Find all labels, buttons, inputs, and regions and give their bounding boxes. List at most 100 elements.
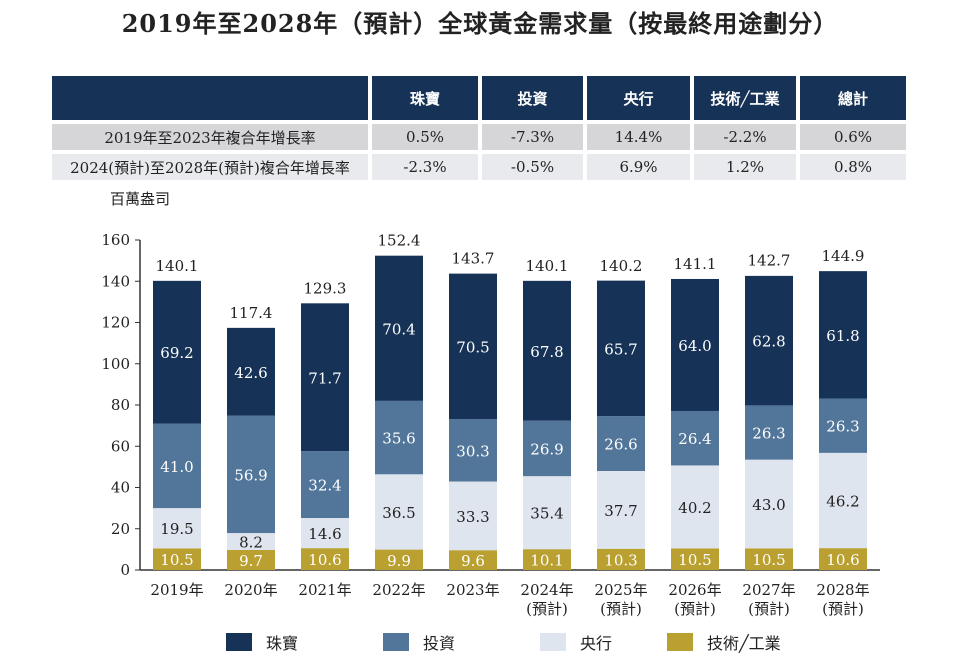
cell: -7.3% [482,124,583,150]
data-label: 19.5 [160,520,193,538]
bar-segment [375,400,423,475]
bar-segment [597,548,645,570]
data-label: 10.5 [752,551,785,569]
table-row: 2024(預計)至2028年(預計)複合年增長率 -2.3% -0.5% 6.9… [52,154,906,180]
x-tick-label: (預計) [674,600,716,618]
data-label: 71.7 [308,369,341,387]
bar-segment [671,548,719,570]
total-label: 129.3 [304,279,347,297]
total-label: 141.1 [674,255,717,273]
bar-segment [301,303,349,452]
bar-segment [227,415,275,534]
x-tick-label: (預計) [822,600,864,618]
data-label: 36.5 [382,504,415,522]
legend-label: 投資 [423,634,456,653]
data-label: 9.6 [461,552,485,570]
y-axis-unit: 百萬盎司 [110,190,171,208]
bar-segment [375,255,423,401]
x-tick-label: 2026年 [668,581,721,599]
legend-label: 技術╱工業 [707,634,781,653]
cell: 6.9% [587,154,690,180]
data-label: 8.2 [239,534,263,552]
legend-label: 央行 [580,634,613,653]
x-tick-label: 2024年 [520,581,573,599]
legend-swatch [540,633,566,651]
bar-segment [523,420,571,477]
data-label: 10.3 [604,551,637,569]
data-label: 69.2 [160,344,193,362]
data-label: 10.5 [160,551,193,569]
bar-segment [597,280,645,417]
x-tick-label: 2019年 [150,581,203,599]
bar-segment [153,280,201,424]
table-header: 珠寶 [372,76,478,120]
cell: -2.2% [694,124,796,150]
data-label: 14.6 [308,525,341,543]
legend-swatch [667,633,693,651]
table-header: 總計 [800,76,906,120]
y-tick-label: 0 [120,561,130,579]
y-tick-label: 60 [111,437,130,455]
y-tick-label: 40 [111,479,130,497]
bar-segment [671,465,719,549]
bar-segment [227,549,275,570]
data-label: 9.7 [239,552,263,570]
row-label: 2019年至2023年複合年增長率 [52,124,368,150]
bar-segment [819,548,867,570]
data-label: 41.0 [160,458,193,476]
total-label: 142.7 [748,252,791,270]
bar-segment [745,459,793,549]
x-tick-label: 2028年 [816,581,869,599]
data-label: 35.6 [382,430,415,448]
bar-segment [301,518,349,549]
x-tick-label: (預計) [748,600,790,618]
cell: -2.3% [372,154,478,180]
bar-segment [819,452,867,549]
y-tick-label: 120 [101,314,130,332]
table-header: 央行 [587,76,690,120]
data-label: 10.1 [530,552,563,570]
y-tick-label: 80 [111,396,130,414]
legend-item: 投資 [383,630,455,654]
bar-segment [449,273,497,420]
table-header-row: 珠寶 投資 央行 技術╱工業 總計 [52,76,906,120]
cell: 0.5% [372,124,478,150]
data-label: 26.9 [530,440,563,458]
data-label: 70.5 [456,338,489,356]
data-label: 37.7 [604,502,637,520]
cell: -0.5% [482,154,583,180]
legend-item: 技術╱工業 [667,630,781,654]
data-label: 46.2 [826,492,859,510]
data-label: 43.0 [752,496,785,514]
bar-segment [227,533,275,550]
bar-segment [449,550,497,570]
bar-segment [153,508,201,549]
x-tick-label: 2027年 [742,581,795,599]
y-tick-label: 160 [101,231,130,249]
legend-swatch [383,633,409,651]
data-label: 64.0 [678,337,711,355]
table-header [52,76,368,120]
data-label: 61.8 [826,327,859,345]
data-label: 35.4 [530,505,563,523]
x-tick-label: 2023年 [446,581,499,599]
total-label: 144.9 [822,247,865,265]
legend-item: 珠寶 [226,630,298,654]
bar-segment [227,327,275,416]
table-row: 2019年至2023年複合年增長率 0.5% -7.3% 14.4% -2.2%… [52,124,906,150]
data-label: 26.3 [826,418,859,436]
bar-segment [819,398,867,453]
row-label: 2024(預計)至2028年(預計)複合年增長率 [52,154,368,180]
y-tick-label: 100 [101,355,130,373]
bar-segment [523,280,571,421]
data-label: 56.9 [234,466,267,484]
data-label: 33.3 [456,508,489,526]
legend-item: 央行 [540,630,612,654]
bar-segment [375,549,423,570]
bar-segment [597,471,645,549]
x-tick-label: (預計) [600,600,642,618]
data-label: 62.8 [752,333,785,351]
bar-segment [301,451,349,519]
bar-segment [745,275,793,406]
